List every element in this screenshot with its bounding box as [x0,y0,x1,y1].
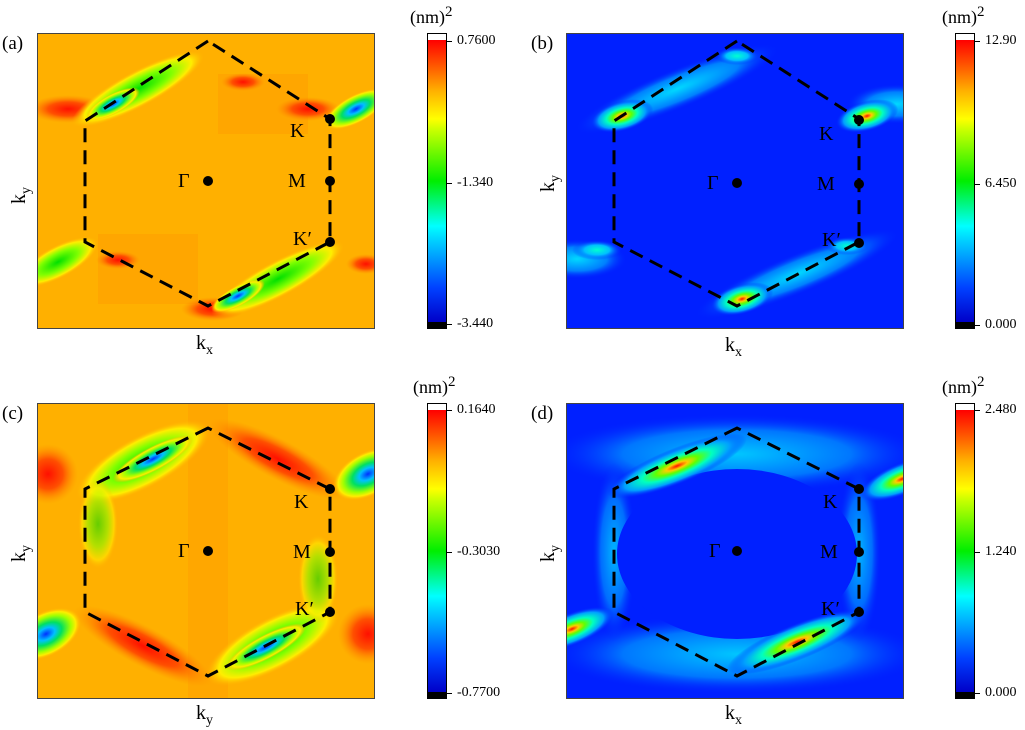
k-point-label: K [290,120,305,142]
gamma-point-label: Γ [178,170,190,192]
gamma-point-label: Γ [178,540,190,562]
k-point-label: K [823,491,838,513]
colorbar-tick [975,184,980,185]
colorbar-tick [447,693,452,694]
colorbar-tick-label: 2.480 [985,402,1017,417]
heatmap-plot: Γ M K K′ [566,403,904,699]
colorbar-tick [975,41,980,42]
colorbar-title: (nm)2 [410,4,453,27]
colorbar [427,33,447,329]
k-point-label: K [294,491,309,513]
x-axis-label: kx [725,702,742,728]
x-axis-label: kx [196,332,213,358]
m-point-label: M [817,173,835,195]
colorbar [955,33,975,329]
colorbar-title: (nm)2 [942,374,985,397]
colorbar-tick [975,325,980,326]
colorbar-tick [975,552,980,553]
panel-label: (c) [2,403,24,424]
colorbar-tick-label: 0.000 [985,317,1017,332]
heatmap-surface [38,39,374,321]
colorbar-tick-label: -1.340 [457,175,494,190]
colorbar-tick-label: -0.7700 [457,685,501,700]
colorbar-tick-label: 12.90 [985,33,1017,48]
heatmap-surface [567,414,903,694]
m-point-label: M [820,541,838,563]
colorbar-tick [447,410,452,411]
heatmap-plot: Γ M K K′ [566,33,904,329]
colorbar-tick-label: 0.7600 [457,33,496,48]
colorbar-tick-label: 6.450 [985,176,1017,191]
panel-label: (a) [2,33,24,54]
panel-label: (d) [531,403,554,424]
kprime-point-label: K′ [295,598,314,620]
colorbar-tick-label: 0.1640 [457,402,496,417]
colorbar-tick [447,41,452,42]
m-point-label: M [293,541,311,563]
heatmap-surface [38,404,374,698]
k-point-label: K [819,123,834,145]
colorbar-tick [975,693,980,694]
y-axis-label: ky [537,545,563,562]
colorbar-tick-label: 0.000 [985,685,1017,700]
colorbar-title: (nm)2 [942,4,985,27]
heatmap-plot: Γ M K K′ [37,403,375,699]
kprime-point-label: K′ [821,598,840,620]
m-point-label: M [288,170,306,192]
colorbar-tick-label: 1.240 [985,544,1017,559]
gamma-point-label: Γ [709,540,721,562]
heatmap-plot: Γ M K K′ [37,33,375,329]
x-axis-label: kx [725,334,742,360]
colorbar-tick [975,410,980,411]
y-axis-label: ky [537,175,563,192]
gamma-point-label: Γ [707,172,719,194]
colorbar-tick [447,552,452,553]
colorbar-title: (nm)2 [413,374,456,397]
colorbar [427,403,447,699]
kprime-point-label: K′ [293,228,312,250]
y-axis-label: ky [8,545,34,562]
heatmap-surface [567,39,903,320]
colorbar-tick [447,183,452,184]
colorbar [955,403,975,699]
y-axis-label: ky [8,187,34,204]
panel-label: (b) [531,33,554,54]
colorbar-tick [447,324,452,325]
x-axis-label: ky [196,702,213,728]
kprime-point-label: K′ [822,229,841,251]
colorbar-tick-label: -3.440 [457,316,494,331]
colorbar-tick-label: -0.3030 [457,544,501,559]
